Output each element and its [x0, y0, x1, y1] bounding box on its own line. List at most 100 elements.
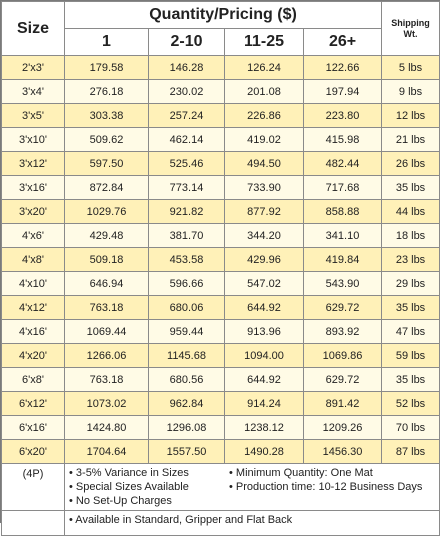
table-row: 6'x8' 763.18 680.56 644.92 629.72 35 lbs	[1, 367, 440, 392]
shipping-weight-cell: 70 lbs	[381, 415, 440, 440]
shipping-weight-cell: 35 lbs	[381, 295, 440, 320]
product-code: (4P)	[1, 463, 65, 511]
shipping-weight-header: Shipping Wt.	[381, 1, 440, 56]
size-cell: 3'x10'	[1, 127, 65, 152]
table-row: 3'x16' 872.84 773.14 733.90 717.68 35 lbs	[1, 175, 440, 200]
price-cell-1: 509.18	[64, 247, 149, 272]
pricing-rows: 2'x3' 179.58 146.28 126.24 122.66 5 lbs 3'x4' 2…	[1, 55, 440, 464]
price-cell-11-25: 877.92	[224, 199, 304, 224]
price-cell-26-plus: 482.44	[302, 151, 383, 176]
shipping-weight-cell: 12 lbs	[381, 103, 440, 128]
size-cell: 4'x16'	[1, 319, 65, 344]
price-cell-26-plus: 858.88	[302, 199, 383, 224]
price-cell-11-25: 913.96	[224, 319, 304, 344]
table-row: 6'x20' 1704.64 1557.50 1490.28 1456.30 87 lbs	[1, 439, 440, 464]
price-cell-2-10: 381.70	[148, 223, 225, 248]
price-cell-1: 429.48	[64, 223, 149, 248]
price-cell-26-plus: 1209.26	[302, 415, 383, 440]
price-cell-26-plus: 415.98	[302, 127, 383, 152]
price-cell-2-10: 962.84	[148, 391, 225, 416]
price-cell-2-10: 1145.68	[148, 343, 225, 368]
table-row: 4'x8' 509.18 453.58 429.96 419.84 23 lbs	[1, 247, 440, 272]
price-cell-26-plus: 893.92	[302, 319, 383, 344]
table-row: 6'x16' 1424.80 1296.08 1238.12 1209.26 70 lbs	[1, 415, 440, 440]
price-cell-2-10: 453.58	[148, 247, 225, 272]
price-cell-11-25: 644.92	[224, 295, 304, 320]
size-cell: 3'x5'	[1, 103, 65, 128]
footer-blank-cell	[1, 510, 65, 536]
shipping-weight-cell: 26 lbs	[381, 151, 440, 176]
note-item: • Minimum Quantity: One Mat	[229, 467, 373, 479]
price-cell-11-25: 494.50	[224, 151, 304, 176]
tier-header-2-10: 2-10	[148, 28, 225, 56]
notes-left: • 3-5% Variance in Sizes • Special Sizes…	[69, 466, 229, 508]
price-cell-26-plus: 1456.30	[302, 439, 383, 464]
price-cell-11-25: 1238.12	[224, 415, 304, 440]
size-cell: 3'x20'	[1, 199, 65, 224]
note-item: • No Set-Up Charges	[69, 495, 172, 507]
table-row: 4'x16' 1069.44 959.44 913.96 893.92 47 lbs	[1, 319, 440, 344]
price-cell-11-25: 1490.28	[224, 439, 304, 464]
table-row: 4'x12' 763.18 680.06 644.92 629.72 35 lbs	[1, 295, 440, 320]
price-cell-1: 179.58	[64, 55, 149, 80]
shipping-weight-cell: 44 lbs	[381, 199, 440, 224]
shipping-weight-cell: 5 lbs	[381, 55, 440, 80]
price-cell-11-25: 419.02	[224, 127, 304, 152]
notes-right: • Minimum Quantity: One Mat • Production…	[229, 466, 435, 508]
price-cell-2-10: 921.82	[148, 199, 225, 224]
price-cell-2-10: 525.46	[148, 151, 225, 176]
price-cell-2-10: 230.02	[148, 79, 225, 104]
price-cell-26-plus: 891.42	[302, 391, 383, 416]
price-cell-2-10: 257.24	[148, 103, 225, 128]
size-cell: 6'x8'	[1, 367, 65, 392]
size-cell: 6'x20'	[1, 439, 65, 464]
availability-note: • Available in Standard, Gripper and Fla…	[63, 510, 440, 536]
price-cell-11-25: 429.96	[224, 247, 304, 272]
price-cell-2-10: 959.44	[148, 319, 225, 344]
shipping-header-line2: Wt.	[403, 28, 418, 39]
size-cell: 3'x12'	[1, 151, 65, 176]
price-cell-2-10: 146.28	[148, 55, 225, 80]
tier-header-1: 1	[64, 28, 149, 56]
table-row: 2'x3' 179.58 146.28 126.24 122.66 5 lbs	[1, 55, 440, 80]
table-row: 4'x10' 646.94 596.66 547.02 543.90 29 lbs	[1, 271, 440, 296]
price-cell-11-25: 644.92	[224, 367, 304, 392]
price-cell-11-25: 201.08	[224, 79, 304, 104]
price-cell-26-plus: 122.66	[302, 55, 383, 80]
size-cell: 4'x8'	[1, 247, 65, 272]
table-row: 3'x12' 597.50 525.46 494.50 482.44 26 lbs	[1, 151, 440, 176]
table-row: 3'x4' 276.18 230.02 201.08 197.94 9 lbs	[1, 79, 440, 104]
table-row: 4'x20' 1266.06 1145.68 1094.00 1069.86 59 lbs	[1, 343, 440, 368]
tier-header-26-plus: 26+	[302, 28, 383, 56]
size-cell: 3'x4'	[1, 79, 65, 104]
size-cell: 3'x16'	[1, 175, 65, 200]
price-cell-1: 1073.02	[64, 391, 149, 416]
footer-section: (4P) • 3-5% Variance in Sizes • Special …	[1, 463, 440, 536]
note-item: • Special Sizes Available	[69, 481, 189, 493]
price-cell-26-plus: 341.10	[302, 223, 383, 248]
note-item: • 3-5% Variance in Sizes	[69, 467, 189, 479]
shipping-weight-cell: 18 lbs	[381, 223, 440, 248]
price-cell-2-10: 680.56	[148, 367, 225, 392]
price-cell-1: 1029.76	[64, 199, 149, 224]
price-cell-2-10: 773.14	[148, 175, 225, 200]
price-cell-26-plus: 419.84	[302, 247, 383, 272]
table-row: 6'x12' 1073.02 962.84 914.24 891.42 52 lbs	[1, 391, 440, 416]
shipping-weight-cell: 35 lbs	[381, 175, 440, 200]
size-cell: 4'x20'	[1, 343, 65, 368]
price-cell-26-plus: 1069.86	[302, 343, 383, 368]
table-row: 4'x6' 429.48 381.70 344.20 341.10 18 lbs	[1, 223, 440, 248]
size-cell: 4'x12'	[1, 295, 65, 320]
price-cell-1: 1069.44	[64, 319, 149, 344]
price-cell-11-25: 733.90	[224, 175, 304, 200]
price-cell-1: 509.62	[64, 127, 149, 152]
price-cell-26-plus: 717.68	[302, 175, 383, 200]
price-cell-26-plus: 629.72	[302, 295, 383, 320]
shipping-weight-cell: 47 lbs	[381, 319, 440, 344]
size-header: Size	[1, 1, 65, 56]
price-cell-2-10: 680.06	[148, 295, 225, 320]
notes-cell: • 3-5% Variance in Sizes • Special Sizes…	[63, 463, 440, 511]
price-cell-1: 303.38	[64, 103, 149, 128]
